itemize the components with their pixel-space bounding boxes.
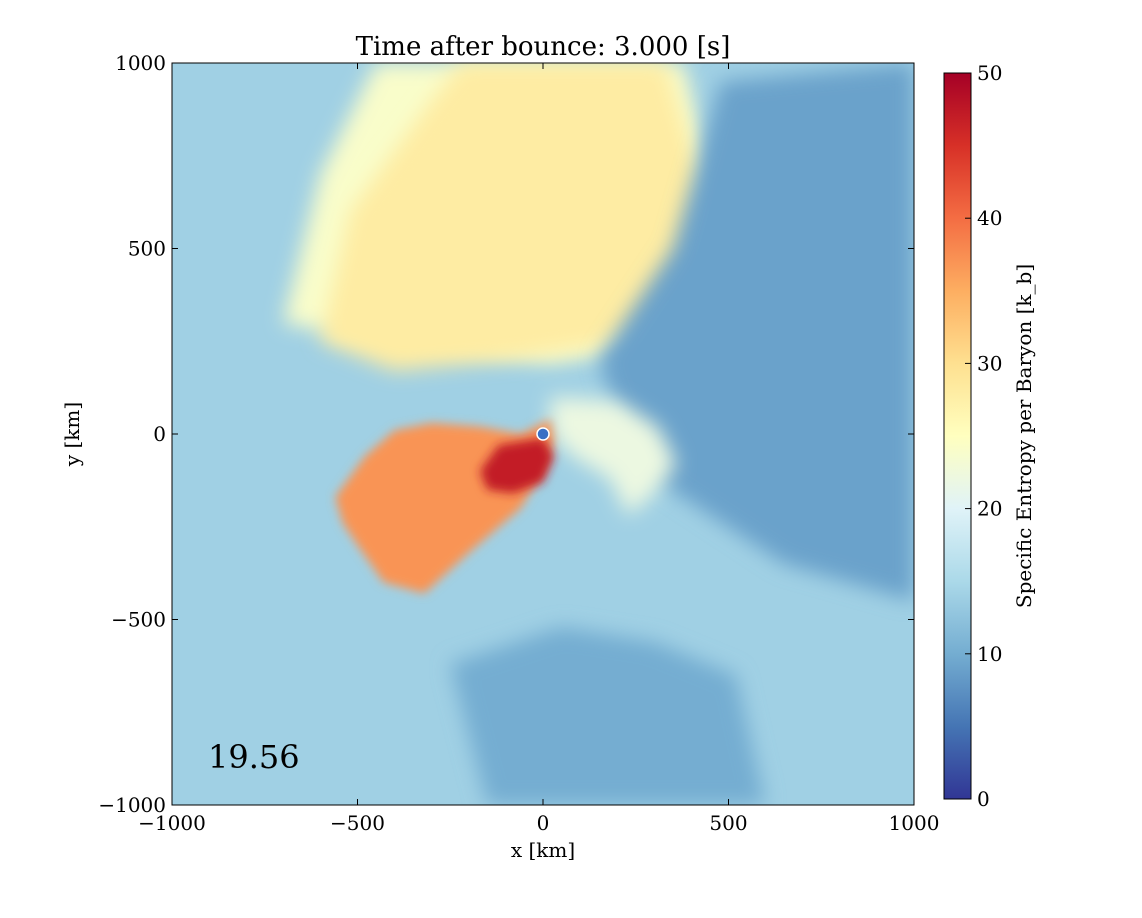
collar-ring-region [550, 396, 677, 516]
low-entropy-wedge-region [598, 63, 914, 601]
y-axis-ticks: −1000 −500 0 500 1000 [98, 51, 914, 817]
low-entropy-south-region [450, 626, 766, 805]
frame-annotation: 19.56 [208, 738, 300, 776]
colorbar-tick-label: 0 [977, 787, 990, 811]
x-axis-label: x [km] [511, 838, 575, 862]
y-tick-label: 1000 [115, 51, 166, 75]
y-tick-label: 0 [153, 422, 166, 446]
x-tick-label: 0 [537, 811, 550, 835]
y-axis-label: y [km] [60, 402, 84, 467]
colorbar-tick-label: 40 [977, 206, 1002, 230]
x-tick-label: −500 [330, 811, 385, 835]
x-tick-label: −1000 [138, 811, 206, 835]
colorbar-ticks: 0 10 20 30 40 50 [965, 61, 1002, 811]
colorbar-tick-label: 50 [977, 61, 1002, 85]
x-tick-label: 1000 [889, 811, 940, 835]
x-axis-ticks: −1000 −500 0 500 1000 [138, 63, 939, 835]
upper-plume-region [320, 63, 707, 371]
y-tick-label: 500 [128, 237, 166, 261]
colorbar [943, 72, 972, 800]
hot-core-region [479, 437, 555, 494]
heatmap-field: 19.56 [172, 63, 914, 805]
colorbar-tick-label: 10 [977, 642, 1002, 666]
colorbar-label: Specific Entropy per Baryon [k_b] [1012, 264, 1036, 608]
x-tick-label: 500 [709, 811, 747, 835]
y-tick-label: −1000 [98, 793, 166, 817]
chart-title: Time after bounce: 3.000 [s] [356, 32, 731, 62]
colorbar-tick-label: 30 [977, 351, 1002, 375]
protoneutron-star-marker [536, 427, 550, 441]
y-tick-label: −500 [111, 608, 166, 632]
colorbar-tick-label: 20 [977, 497, 1002, 521]
